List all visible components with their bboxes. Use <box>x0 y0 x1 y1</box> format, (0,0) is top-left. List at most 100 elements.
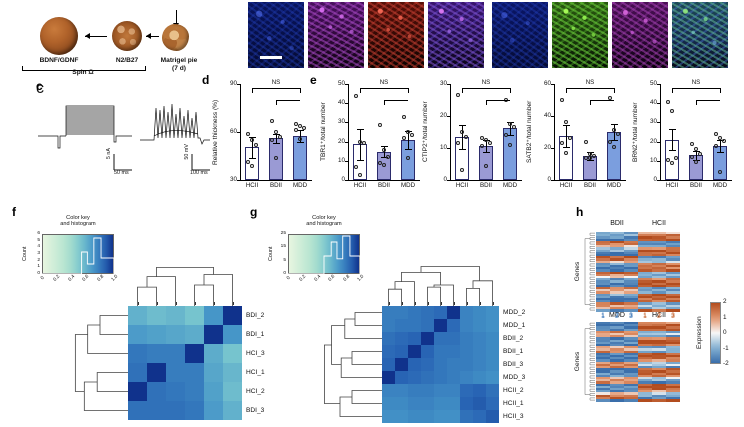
heatmap-cell <box>166 306 185 325</box>
heatmap-cell <box>596 247 610 250</box>
heatmap-cell <box>652 262 666 266</box>
data-point <box>455 93 460 98</box>
heatmap-row-label: MDD_3 <box>503 373 526 381</box>
heatmap-cell <box>408 345 421 358</box>
heatmap-row-label: BDII_2 <box>503 334 524 342</box>
genes-axis-label: Genes <box>574 261 581 282</box>
data-point <box>718 170 722 175</box>
heatmap-cell <box>624 238 638 242</box>
heatmap-cell <box>473 371 486 384</box>
heatmap-cell <box>610 234 624 237</box>
heatmap-cell <box>596 306 610 310</box>
heatmap-cell <box>652 254 666 257</box>
error-bar <box>672 129 673 151</box>
heatmap-cell <box>128 344 147 363</box>
heatmap-cell <box>666 278 680 281</box>
data-point <box>274 155 278 160</box>
heatmap-cell <box>624 260 638 264</box>
heatmap-cell <box>666 370 680 373</box>
heatmap-col-tick <box>175 302 177 305</box>
heatmap-cell <box>610 300 624 303</box>
error-cap <box>610 140 618 141</box>
sig-tick-mid <box>486 100 487 105</box>
color-key-y-tick: 1 <box>37 264 40 270</box>
heatmap-cell <box>610 247 624 250</box>
heatmap-cell <box>395 358 408 371</box>
heatmap-cell <box>666 238 680 242</box>
heatmap-cell <box>596 304 610 308</box>
data-point <box>406 155 410 160</box>
heatmap-cell <box>638 379 652 382</box>
heatmap-cell <box>408 371 421 384</box>
y-tick-label: 10 <box>337 156 345 164</box>
heatmap-cell <box>473 384 486 397</box>
heatmap-cell <box>596 348 610 351</box>
heatmap-cell <box>128 306 147 325</box>
heatmap-col-tick <box>479 302 481 305</box>
heatmap-cell <box>652 385 666 389</box>
heatmap-cell <box>638 300 652 303</box>
heatmap-cell <box>638 341 652 345</box>
data-point <box>278 134 283 139</box>
heatmap-cell <box>610 256 624 259</box>
heatmap-cell <box>666 385 680 389</box>
color-key: Color key and histogram Count 0 1 2 3 4 5 6 0 0.2 0… <box>22 215 126 294</box>
error-bar <box>614 124 615 140</box>
data-point <box>512 125 517 130</box>
heatmap-cell <box>624 234 638 237</box>
heatmap-cell <box>473 332 486 345</box>
heatmap-cell <box>596 330 610 334</box>
heatmap-cell <box>408 306 421 319</box>
heatmap-cell <box>624 390 638 393</box>
heatmap-cell <box>128 401 147 420</box>
y-tick <box>237 180 240 181</box>
y-tick <box>345 141 348 143</box>
heatmap-sample-number: 1 <box>601 313 605 321</box>
heatmap-cell <box>624 333 638 336</box>
schematic-step-n2b27: N2/B27 <box>115 57 139 64</box>
heatmap-cell <box>624 247 638 250</box>
data-point <box>250 138 254 142</box>
heatmap-cell <box>652 309 666 312</box>
color-key-y-label: Count <box>268 246 274 262</box>
heatmap-cell <box>652 300 666 303</box>
heatmap-cell <box>666 254 680 257</box>
heatmap-cell <box>596 293 610 297</box>
significance-label: NS <box>691 79 701 86</box>
heatmap-cell <box>624 392 638 395</box>
color-key-histogram <box>42 237 114 274</box>
sig-line-mid <box>384 100 408 101</box>
heatmap-cell <box>610 287 624 290</box>
error-cap <box>404 148 412 150</box>
heatmap-cell <box>652 240 666 244</box>
heatmap-cell <box>473 410 486 423</box>
x-category-label: MDD <box>502 182 518 189</box>
heatmap-cell <box>624 240 638 244</box>
heatmap-cell <box>638 251 652 255</box>
data-point <box>386 154 391 159</box>
schematic-arrow-1 <box>85 33 107 40</box>
heatmap-cell <box>610 249 624 253</box>
data-point <box>245 132 250 137</box>
heatmap-cell <box>638 359 652 362</box>
heatmap-cell <box>638 258 652 261</box>
heatmap-cell <box>166 344 185 363</box>
heatmap-cell <box>610 232 624 235</box>
heatmap-cell <box>638 302 652 305</box>
error-bar <box>408 131 409 149</box>
heatmap-cell <box>421 397 434 410</box>
heatmap-cell <box>447 319 460 332</box>
heatmap-cell <box>610 388 624 391</box>
gene-dendrogram <box>584 322 595 401</box>
heatmap-sample-number: 3 <box>671 313 675 321</box>
data-point <box>401 114 406 119</box>
heatmap-cell <box>223 325 242 344</box>
heatmap-sample-number: 1 <box>643 313 647 321</box>
x-category-label: MDD <box>400 182 416 189</box>
heatmap-cell <box>652 355 666 358</box>
data-point <box>401 135 406 140</box>
heatmap-cell <box>624 273 638 277</box>
data-point <box>607 139 612 144</box>
y-tick <box>657 160 660 162</box>
error-cap <box>272 143 280 145</box>
